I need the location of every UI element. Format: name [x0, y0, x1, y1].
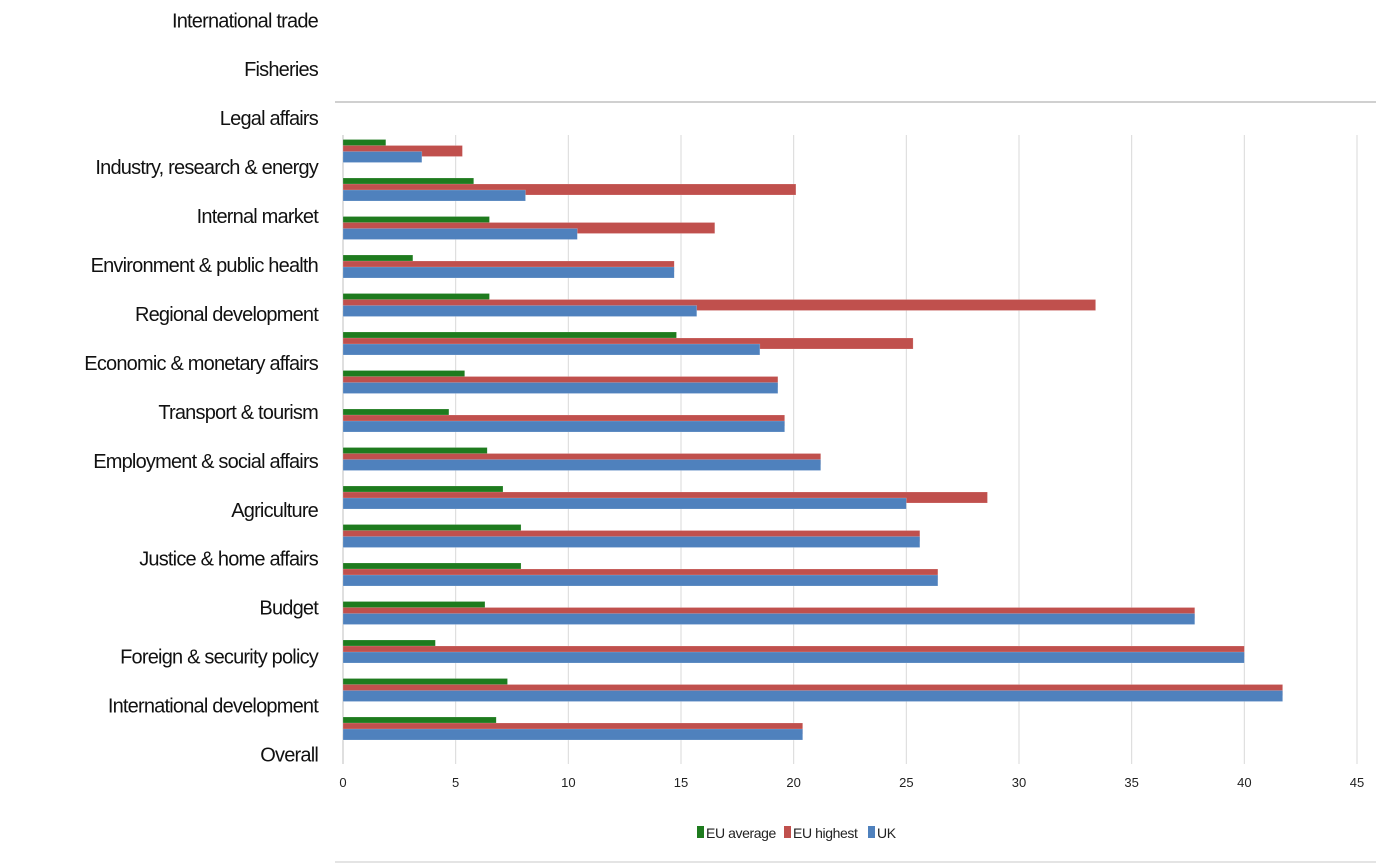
category-label-internal-market: Internal market — [197, 206, 320, 228]
legend-swatch-eu-average — [697, 826, 704, 838]
x-tick-label: 35 — [1124, 775, 1138, 790]
category-labels: International trade Fisheries Legal affair… — [84, 10, 320, 767]
bar-eu-highest-14 — [342, 183, 797, 196]
legend: EU average EU highest UK — [697, 825, 897, 841]
bar-uk-15 — [342, 151, 423, 163]
category-label-environment-and-public-health: Environment & public health — [91, 255, 318, 277]
x-tick-label: 45 — [1350, 775, 1364, 790]
category-label-industry-research-and-energy: Industry, research & energy — [95, 157, 318, 179]
category-label-justice-and-home-affairs: Justice & home affairs — [139, 549, 319, 571]
bar-uk-4 — [342, 574, 939, 587]
legend-swatch-eu-highest — [784, 826, 791, 838]
x-tick-label: 25 — [899, 775, 913, 790]
bar-uk-9 — [342, 382, 779, 394]
bar-uk-1 — [342, 690, 1283, 702]
bar-uk-0 — [342, 728, 803, 741]
category-label-transport-and-tourism: Transport & tourism — [158, 402, 318, 424]
bar-uk-8 — [342, 420, 785, 433]
bar-uk-6 — [342, 497, 907, 510]
category-label-regional-development: Regional development — [135, 304, 319, 326]
bar-eu-highest-11 — [342, 299, 1096, 311]
category-label-agriculture: Agriculture — [231, 500, 318, 522]
x-tick-label: 20 — [786, 775, 800, 790]
category-label-fisheries: Fisheries — [244, 59, 319, 81]
x-tick-label: 15 — [674, 775, 688, 790]
bar-uk-13 — [342, 228, 578, 240]
legend-label-uk: UK — [877, 825, 897, 841]
bar-uk-11 — [342, 305, 698, 317]
bar-uk-7 — [342, 459, 821, 471]
category-label-employment-and-social-affairs: Employment & social affairs — [93, 451, 319, 473]
category-label-legal-affairs: Legal affairs — [220, 108, 319, 130]
bar-uk-5 — [342, 536, 921, 548]
bars — [342, 139, 1283, 741]
x-tick-label: 0 — [339, 775, 346, 790]
x-tick-label: 5 — [452, 775, 459, 790]
category-label-economic-and-monetary-affairs: Economic & monetary affairs — [84, 353, 318, 375]
legend-label-eu-highest: EU highest — [793, 825, 858, 841]
legend-label-eu-average: EU average — [706, 825, 777, 841]
x-tick-label: 30 — [1012, 775, 1026, 790]
x-tick-label: 40 — [1237, 775, 1251, 790]
category-label-international-development: International development — [108, 696, 319, 718]
bar-uk-12 — [342, 266, 675, 279]
x-tick-label: 10 — [561, 775, 575, 790]
category-label-overall: Overall — [260, 745, 318, 767]
bar-uk-14 — [342, 189, 526, 202]
category-label-budget: Budget — [259, 598, 319, 620]
x-axis-ticks: 0 5 10 15 20 25 30 35 40 45 — [339, 775, 1364, 790]
bar-uk-2 — [342, 651, 1245, 664]
legend-swatch-uk — [868, 826, 875, 838]
bar-uk-3 — [342, 613, 1196, 625]
bar-uk-10 — [342, 343, 761, 356]
category-label-foreign-and-security-policy: Foreign & security policy — [120, 647, 319, 669]
category-label-international-trade: International trade — [172, 10, 319, 32]
